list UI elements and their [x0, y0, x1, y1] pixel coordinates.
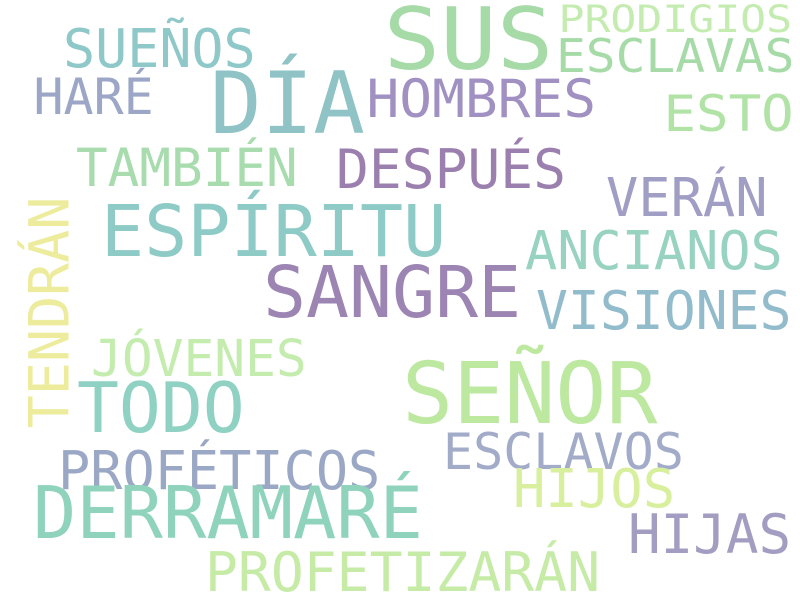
word-sus: SUS: [383, 0, 553, 90]
word-senor: SEÑOR: [402, 344, 658, 444]
word-derramare: DERRAMARÉ: [33, 470, 423, 555]
word-hombres: HOMBRES: [366, 68, 596, 130]
word-hijos: HIJOS: [513, 457, 676, 520]
word-espiritu: ESPÍRITU: [101, 189, 447, 273]
word-prodigios: PRODIGIOS: [558, 0, 792, 41]
word-visiones: VISIONES: [536, 279, 792, 342]
word-ancianos: ANCIANOS: [525, 218, 783, 282]
word-dia: DÍA: [210, 54, 365, 154]
word-profeticos: PROFÉTICOS: [58, 439, 381, 502]
word-profetizaran: PROFETIZARÁN: [205, 540, 600, 600]
word-hijas: HIJAS: [628, 503, 792, 566]
word-esclavas: ESCLAVAS: [555, 29, 795, 83]
word-suenos: SUEÑOS: [63, 16, 256, 80]
word-todo: TODO: [77, 368, 245, 449]
word-despues: DESPUÉS: [336, 136, 567, 201]
word-sangre: SANGRE: [263, 251, 522, 334]
word-veran: VERÁN: [606, 166, 768, 229]
word-tendran: TENDRÁN: [17, 196, 82, 428]
word-esto: ESTO: [662, 84, 794, 143]
word-tambien: TAMBIÉN: [76, 137, 298, 199]
word-esclavos: ESCLAVOS: [443, 423, 684, 481]
word-hare: HARÉ: [32, 67, 154, 126]
word-jovenes: JÓVENES: [91, 328, 307, 389]
